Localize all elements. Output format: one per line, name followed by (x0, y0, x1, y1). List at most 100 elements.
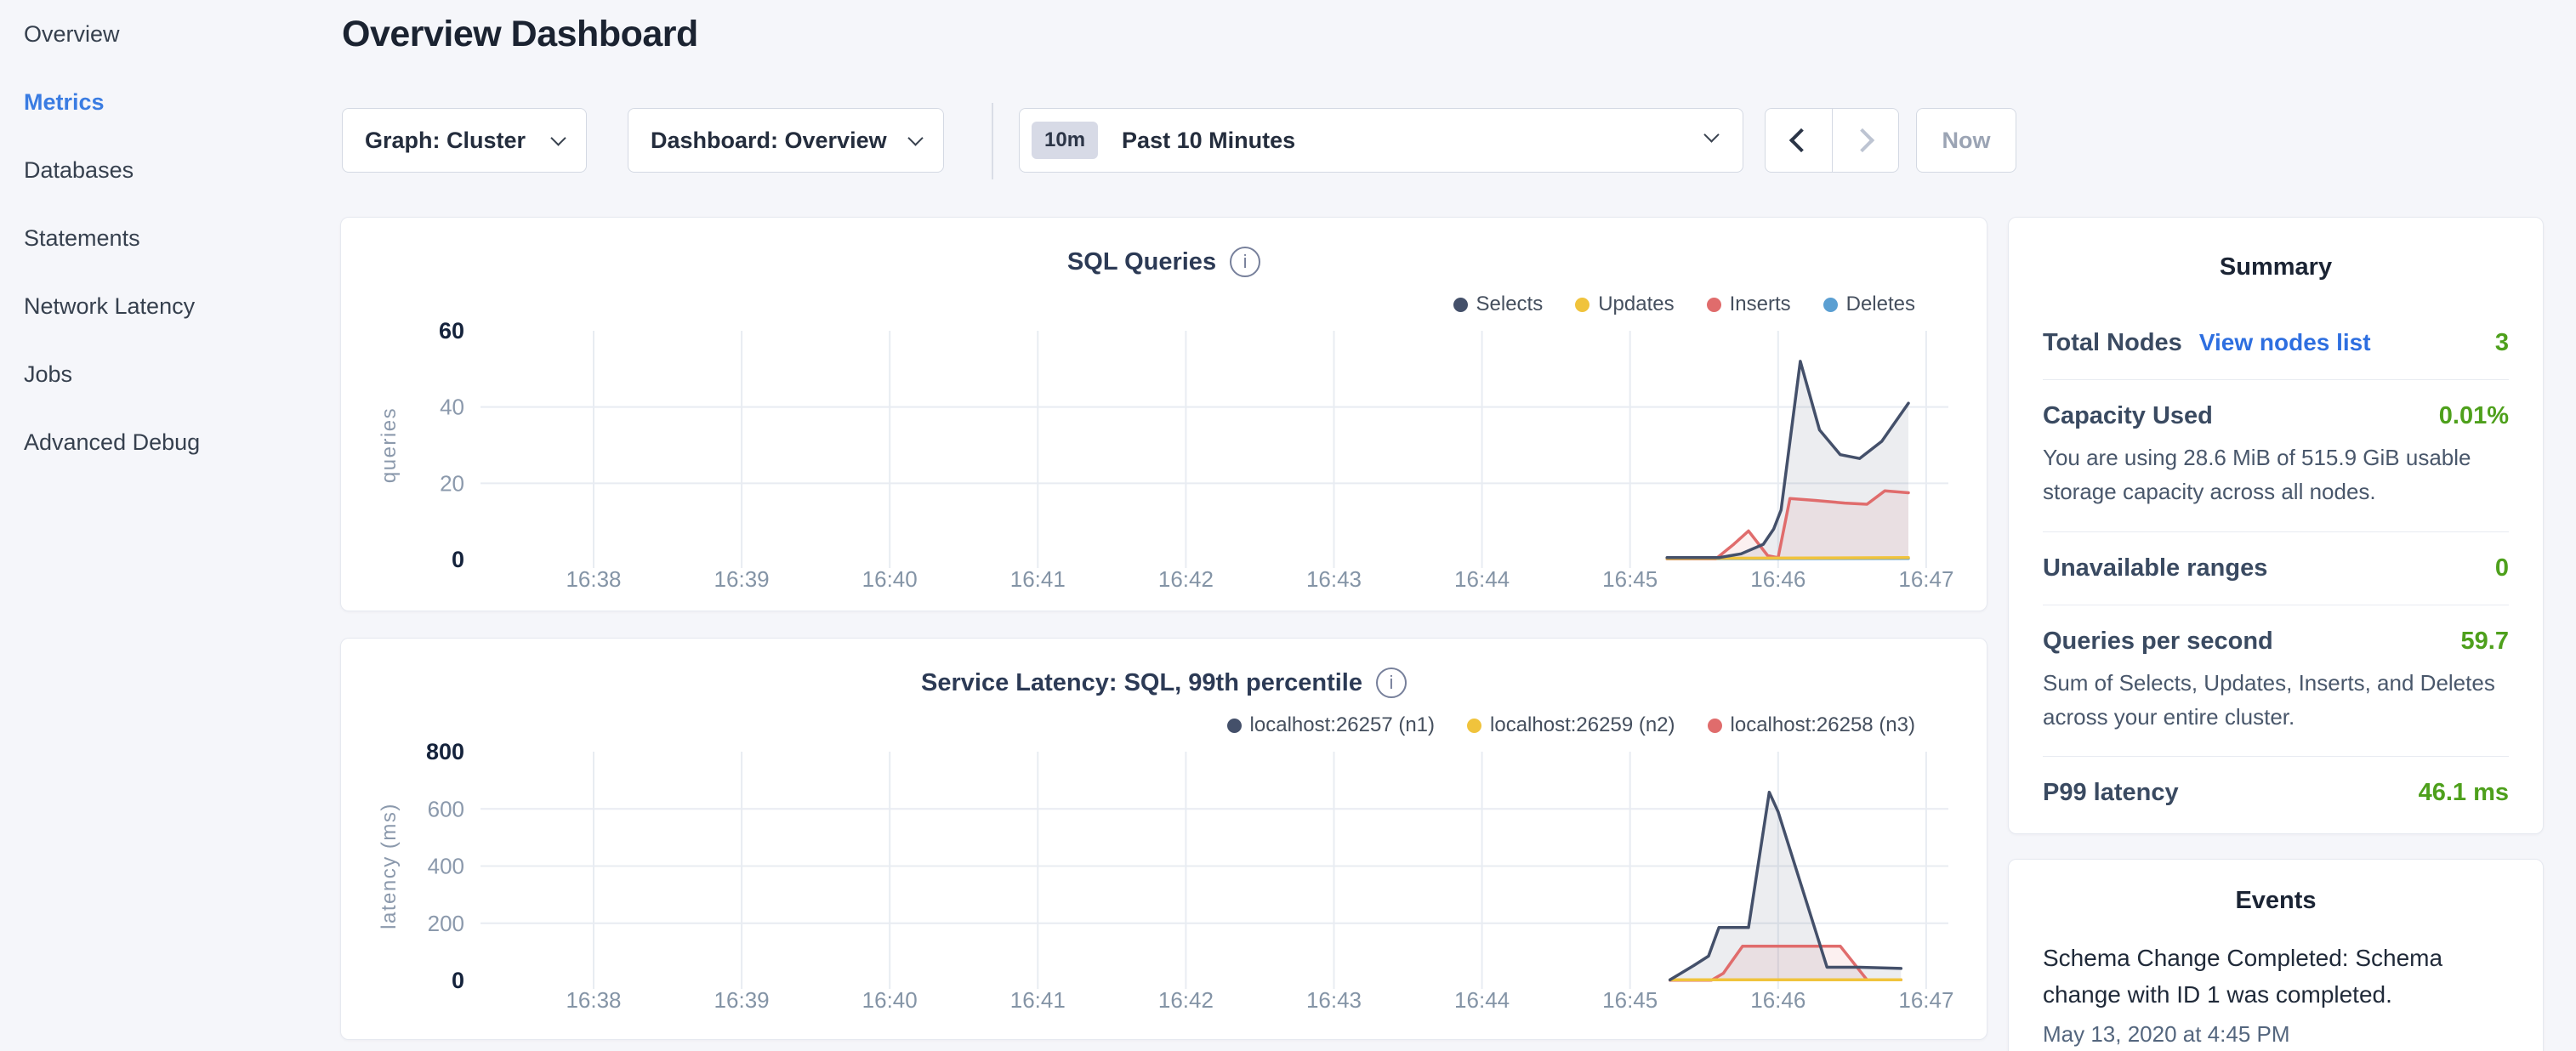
legend-label: Inserts (1730, 293, 1791, 316)
legend-item: Updates (1575, 293, 1674, 316)
sidebar-item-databases[interactable]: Databases (0, 136, 340, 204)
p99-latency-value: 46.1 ms (2419, 779, 2509, 807)
sidebar-nav-list: OverviewMetricsDatabasesStatementsNetwor… (0, 0, 340, 476)
legend-item: localhost:26259 (n2) (1467, 713, 1675, 737)
service-latency-chart[interactable]: 16:3816:3916:4016:4116:4216:4316:4416:45… (361, 741, 1968, 1021)
svg-text:200: 200 (428, 911, 464, 936)
chart-legend: localhost:26257 (n1) localhost:26259 (n2)… (1227, 713, 1915, 737)
svg-text:600: 600 (428, 796, 464, 821)
svg-text:16:43: 16:43 (1306, 566, 1362, 592)
svg-text:16:44: 16:44 (1454, 987, 1510, 1013)
legend-item: localhost:26257 (n1) (1227, 713, 1435, 737)
chart-legend: Selects Updates Inserts Deletes (1453, 293, 1916, 316)
svg-text:16:40: 16:40 (862, 987, 918, 1013)
graph-dropdown[interactable]: Graph: Cluster (342, 108, 587, 173)
svg-text:16:42: 16:42 (1158, 987, 1214, 1013)
info-icon[interactable]: i (1230, 247, 1260, 277)
sidebar: OverviewMetricsDatabasesStatementsNetwor… (0, 0, 340, 1051)
chevron-right-icon (1851, 128, 1874, 152)
sidebar-item-network-latency[interactable]: Network Latency (0, 272, 340, 340)
svg-text:16:46: 16:46 (1750, 566, 1805, 592)
svg-text:16:38: 16:38 (566, 566, 621, 592)
event-entry[interactable]: Schema Change Completed: Schema change w… (2009, 915, 2543, 1048)
time-range-label: Past 10 Minutes (1122, 128, 1295, 154)
summary-row-capacity: Capacity Used 0.01% (2043, 402, 2509, 430)
svg-text:16:39: 16:39 (714, 987, 770, 1013)
sidebar-item-advanced-debug[interactable]: Advanced Debug (0, 408, 340, 476)
graph-dropdown-label: Graph: Cluster (365, 128, 526, 154)
summary-row-unavailable: Unavailable ranges 0 (2043, 554, 2509, 582)
info-icon[interactable]: i (1376, 668, 1407, 698)
svg-text:60: 60 (439, 320, 464, 344)
chart-title-row: Service Latency: SQL, 99th percentile i (341, 668, 1987, 698)
events-panel: Events Schema Change Completed: Schema c… (2008, 859, 2544, 1051)
event-text: Schema Change Completed: Schema change w… (2043, 940, 2509, 1013)
legend-dot (1575, 298, 1589, 312)
legend-dot (1467, 719, 1481, 733)
events-title: Events (2009, 887, 2543, 915)
total-nodes-label: Total Nodes (2043, 329, 2182, 357)
summary-row-total-nodes: Total Nodes View nodes list 3 (2043, 329, 2509, 357)
next-time-button[interactable] (1832, 109, 1899, 172)
legend-item: Deletes (1823, 293, 1915, 316)
legend-item: localhost:26258 (n3) (1708, 713, 1915, 737)
chevron-down-icon (907, 130, 923, 145)
sql-queries-chart[interactable]: 16:3816:3916:4016:4116:4216:4316:4416:45… (361, 320, 1968, 600)
svg-text:16:44: 16:44 (1454, 566, 1510, 592)
qps-label: Queries per second (2043, 628, 2273, 656)
time-range-selector[interactable]: 10m Past 10 Minutes (1019, 108, 1743, 173)
chart-title: Service Latency: SQL, 99th percentile (921, 669, 1362, 697)
svg-text:16:45: 16:45 (1602, 566, 1658, 592)
svg-text:16:47: 16:47 (1898, 566, 1953, 592)
legend-dot (1708, 719, 1722, 733)
sidebar-item-jobs[interactable]: Jobs (0, 340, 340, 408)
chart-title: SQL Queries (1067, 248, 1216, 276)
legend-label: localhost:26258 (n3) (1731, 713, 1915, 737)
chart-title-row: SQL Queries i (341, 247, 1987, 277)
svg-text:800: 800 (426, 741, 464, 764)
now-button[interactable]: Now (1916, 108, 2016, 173)
unavailable-ranges-label: Unavailable ranges (2043, 554, 2267, 582)
event-timestamp: May 13, 2020 at 4:45 PM (2043, 1021, 2509, 1048)
app-root: OverviewMetricsDatabasesStatementsNetwor… (0, 0, 2576, 1051)
sql-queries-chart-card: SQL Queries i Selects Updates Inserts Delet… (340, 217, 1987, 611)
legend-label: Deletes (1846, 293, 1915, 316)
sidebar-item-statements[interactable]: Statements (0, 204, 340, 272)
legend-label: Selects (1476, 293, 1544, 316)
svg-text:0: 0 (452, 547, 464, 572)
svg-text:400: 400 (428, 854, 464, 879)
svg-text:16:45: 16:45 (1602, 987, 1658, 1013)
qps-value: 59.7 (2461, 628, 2509, 656)
legend-item: Inserts (1707, 293, 1791, 316)
divider (2043, 756, 2509, 757)
p99-latency-label: P99 latency (2043, 779, 2179, 807)
chevron-left-icon (1789, 128, 1813, 152)
total-nodes-value: 3 (2495, 329, 2509, 357)
view-nodes-list-link[interactable]: View nodes list (2199, 329, 2371, 356)
qps-description: Sum of Selects, Updates, Inserts, and De… (2043, 666, 2509, 735)
dashboard-dropdown[interactable]: Dashboard: Overview (628, 108, 944, 173)
toolbar-divider (992, 103, 993, 179)
svg-text:queries: queries (378, 407, 401, 483)
svg-text:16:41: 16:41 (1010, 987, 1066, 1013)
svg-text:40: 40 (440, 395, 464, 420)
legend-dot (1227, 719, 1242, 733)
page-title: Overview Dashboard (342, 14, 698, 55)
sidebar-item-overview[interactable]: Overview (0, 0, 340, 68)
legend-dot (1707, 298, 1721, 312)
svg-text:20: 20 (440, 470, 464, 496)
summary-title: Summary (2009, 253, 2543, 281)
summary-body: Total Nodes View nodes list 3 Capacity U… (2009, 329, 2543, 807)
svg-text:16:39: 16:39 (714, 566, 770, 592)
legend-dot (1453, 298, 1468, 312)
svg-text:latency (ms): latency (ms) (378, 803, 401, 929)
legend-label: Updates (1598, 293, 1674, 316)
service-latency-chart-card: Service Latency: SQL, 99th percentile i … (340, 638, 1987, 1040)
legend-item: Selects (1453, 293, 1544, 316)
svg-text:16:47: 16:47 (1898, 987, 1953, 1013)
time-nav-arrows (1765, 108, 1899, 173)
prev-time-button[interactable] (1766, 109, 1832, 172)
divider (2043, 379, 2509, 380)
chevron-down-icon (550, 130, 566, 145)
sidebar-item-metrics[interactable]: Metrics (0, 68, 340, 136)
